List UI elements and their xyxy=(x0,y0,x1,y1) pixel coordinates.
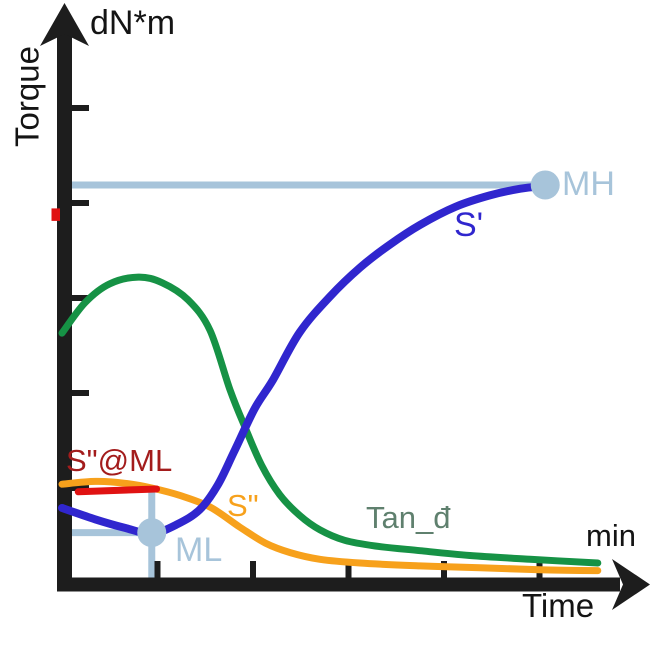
mh-label: MH xyxy=(562,165,615,203)
y-axis-arrow xyxy=(40,3,89,46)
y-axis-unit-label: dN*m xyxy=(90,4,176,42)
tan-delta-curve-label: Tan_đ xyxy=(366,500,451,535)
ml-label: ML xyxy=(175,531,223,569)
x-axis-title: Time xyxy=(522,587,595,624)
s-double-prime-at-ml-line xyxy=(74,485,161,496)
curve-s-double-prime xyxy=(58,477,602,575)
mh-marker xyxy=(530,170,560,200)
s-prime-curve-label: S' xyxy=(454,206,484,244)
s-double-prime-at-ml-label: S"@ML xyxy=(66,443,173,478)
curve-tan-delta xyxy=(58,273,602,567)
x-axis-arrow xyxy=(612,559,650,610)
ml-marker xyxy=(137,518,167,548)
red-axis-mark xyxy=(51,208,60,221)
s-double-prime-curve-label: S" xyxy=(227,488,259,523)
y-axis-title: Torque xyxy=(8,46,46,147)
x-axis-unit-label: min xyxy=(586,518,636,553)
